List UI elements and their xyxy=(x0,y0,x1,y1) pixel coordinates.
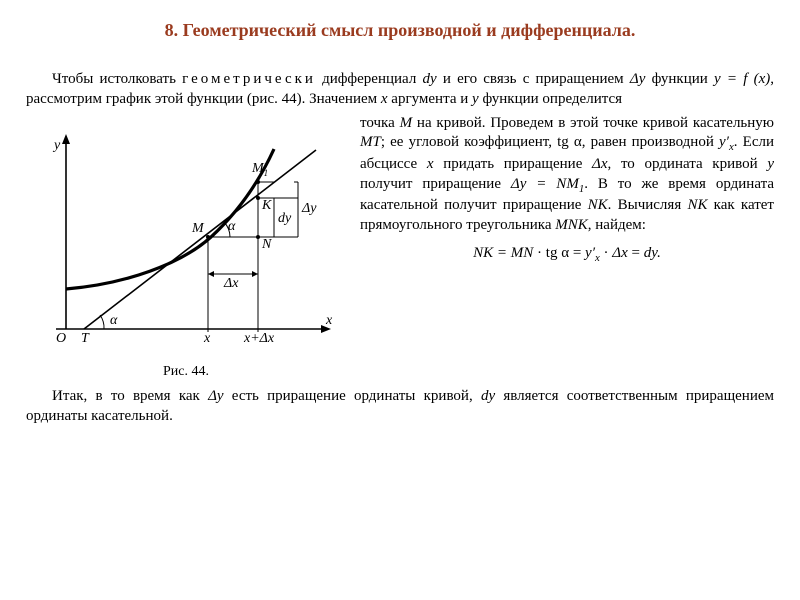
intro-t6: аргумента и xyxy=(388,91,472,107)
page-title: 8. Геометрический смысл производной и ди… xyxy=(26,20,774,41)
lbl-Dx: Δx xyxy=(223,276,239,291)
lbl-y: y xyxy=(52,138,61,153)
lbl-xdx: x+Δx xyxy=(243,331,275,346)
figure-svg: y x O T α α x x+Δx M M1 K N dy Δy Δx xyxy=(26,114,346,354)
s6: , то ордината кривой xyxy=(608,156,768,172)
eq-dy: dy. xyxy=(644,245,661,261)
s-MT: MT xyxy=(360,134,381,150)
eq-Dx: Δx xyxy=(612,245,627,261)
intro-t1: Чтобы истолковать xyxy=(52,71,182,87)
lbl-Dy: Δy xyxy=(301,201,317,216)
lbl-K: K xyxy=(261,198,272,213)
lbl-N: N xyxy=(261,237,272,252)
s-DyNM1: Δy = NM xyxy=(511,176,579,192)
eq-lhs: NK = MN xyxy=(473,245,533,261)
intro-t7: функции определится xyxy=(479,91,622,107)
curve xyxy=(66,149,274,289)
lbl-T: T xyxy=(81,331,90,346)
tangent-line xyxy=(84,150,316,329)
intro-t4: функции xyxy=(645,71,714,87)
s9: . Вычисляя xyxy=(608,197,688,213)
s3: ; ее угловой коэффициент, tg α, равен пр… xyxy=(381,134,719,150)
intro-dy: dy xyxy=(423,71,437,87)
intro-Dy: Δy xyxy=(630,71,645,87)
eq-eq: = xyxy=(628,245,644,261)
figure-column: y x O T α α x x+Δx M M1 K N dy Δy Δx Рис… xyxy=(26,114,346,380)
lbl-x: x xyxy=(325,313,333,328)
pt-N xyxy=(256,235,260,239)
s-Dx: Δx xyxy=(592,156,607,172)
y-axis-arrow xyxy=(62,134,70,144)
s2: на кривой. Проведем в этой точке кривой … xyxy=(412,115,774,131)
Dx-larrow xyxy=(208,271,214,277)
pt-M1 xyxy=(256,180,260,184)
c-a: Итак, в то время как xyxy=(52,388,208,404)
Dx-rarrow xyxy=(252,271,258,277)
figure-caption: Рис. 44. xyxy=(26,364,346,380)
c-dy: dy xyxy=(481,388,495,404)
title-text: 8. Геометрический смысл производной и ди… xyxy=(165,20,636,40)
conclusion-paragraph: Итак, в то время как Δy есть приращение … xyxy=(26,386,774,427)
pt-K xyxy=(256,196,260,200)
intro-paragraph: Чтобы истолковать геометрически дифферен… xyxy=(26,69,774,110)
s11: , найдем: xyxy=(588,217,646,233)
intro-t3: и его связь с приращением xyxy=(437,71,630,87)
intro-spaced: геометрически xyxy=(182,71,316,87)
intro-y: y xyxy=(472,91,479,107)
side-paragraph: точка M на кривой. Проведем в этой точке… xyxy=(360,114,774,272)
intro-x: x xyxy=(381,91,388,107)
s7: получит приращение xyxy=(360,176,511,192)
s1: точка xyxy=(360,115,400,131)
s-MNK: MNK xyxy=(555,217,588,233)
s-y: y xyxy=(767,156,774,172)
lbl-alpha1: α xyxy=(110,313,118,328)
intro-t2: дифференциал xyxy=(316,71,423,87)
equation: NK = MN · tg α = y′x · Δx = dy. xyxy=(360,244,774,265)
c-b: есть приращение ординаты кривой, xyxy=(224,388,481,404)
pt-M xyxy=(206,235,210,239)
s-NK: NK xyxy=(588,197,608,213)
intro-yfx: y = f (x) xyxy=(714,71,770,87)
s-M: M xyxy=(400,115,413,131)
lbl-M: M xyxy=(191,221,205,236)
lbl-alpha2: α xyxy=(228,219,236,234)
lbl-dy: dy xyxy=(278,211,292,226)
lbl-O: O xyxy=(56,331,66,346)
eq-dot: · xyxy=(533,245,546,261)
eq-yp: y′ xyxy=(585,245,595,261)
eq-dot2: · xyxy=(600,245,613,261)
s-yp: y′ xyxy=(719,134,729,150)
c-Dy: Δy xyxy=(208,388,223,404)
s-NK2: NK xyxy=(687,197,707,213)
s5: придать приращение xyxy=(434,156,593,172)
s-x: x xyxy=(427,156,434,172)
lbl-xtick: x xyxy=(203,331,211,346)
eq-tg: tg α = xyxy=(546,245,585,261)
